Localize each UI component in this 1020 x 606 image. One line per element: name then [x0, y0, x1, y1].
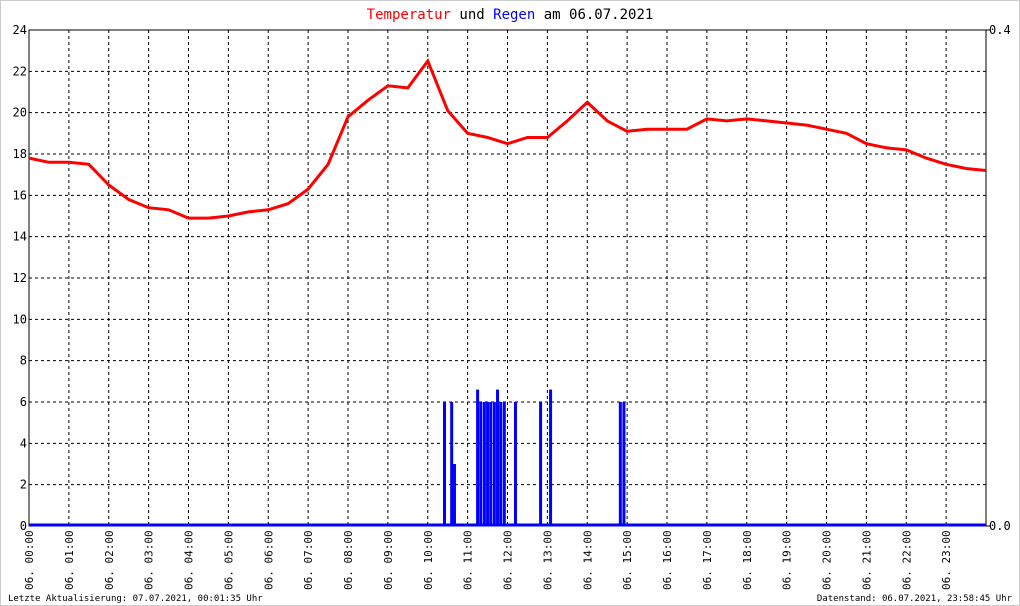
title-part: und	[459, 7, 484, 23]
y-tick-label: 24	[13, 23, 27, 37]
title-part: am 06.07.2021	[544, 7, 654, 23]
rain-bar	[479, 402, 483, 526]
rain-bar	[492, 402, 496, 526]
rain-bar	[499, 402, 503, 526]
rain-bar	[442, 402, 446, 526]
x-tick-label: 06. 14:00	[581, 530, 594, 590]
y-tick-label: 16	[13, 188, 27, 202]
x-tick-label: 06. 08:00	[342, 530, 355, 590]
x-tick-label: 06. 15:00	[621, 530, 634, 590]
x-tick-label: 06. 09:00	[382, 530, 395, 590]
rain-bar	[476, 389, 480, 526]
rain-bar	[539, 402, 543, 526]
rain-bar	[622, 402, 626, 526]
rain-bar	[502, 402, 506, 526]
rain-bar	[450, 402, 454, 526]
x-tick-label: 06. 03:00	[143, 530, 156, 590]
x-tick-label: 06. 22:00	[900, 530, 913, 590]
y2-tick-label: 0.4	[989, 23, 1011, 37]
x-tick-label: 06. 16:00	[661, 530, 674, 590]
chart-title: Temperatur und Regen am 06.07.2021	[367, 7, 654, 23]
rain-bar	[513, 402, 517, 526]
rain-bar	[549, 389, 553, 526]
x-tick-label: 06. 04:00	[183, 530, 196, 590]
y-tick-label: 14	[13, 230, 27, 244]
rain-bar	[618, 402, 622, 526]
x-tick-label: 06. 10:00	[422, 530, 435, 590]
rain-bar	[489, 402, 493, 526]
x-tick-label: 06. 02:00	[103, 530, 116, 590]
x-tick-label: 06. 13:00	[541, 530, 554, 590]
y-tick-label: 18	[13, 147, 27, 161]
x-tick-label: 06. 07:00	[302, 530, 315, 590]
y-tick-label: 8	[20, 354, 27, 368]
x-tick-label: 06. 18:00	[741, 530, 754, 590]
x-tick-label: 06. 06:00	[262, 530, 275, 590]
x-tick-label: 06. 20:00	[821, 530, 834, 590]
y-tick-label: 4	[20, 436, 27, 450]
x-tick-label: 06. 23:00	[940, 530, 953, 590]
y-tick-label: 10	[13, 312, 27, 326]
x-tick-label: 06. 19:00	[781, 530, 794, 590]
x-tick-label: 06. 00:00	[23, 530, 36, 590]
y-tick-label: 0	[20, 519, 27, 533]
y2-tick-label: 0.0	[989, 519, 1011, 533]
x-tick-label: 06. 01:00	[63, 530, 76, 590]
y-tick-label: 12	[13, 271, 27, 285]
rain-bar	[452, 464, 456, 526]
x-tick-label: 06. 17:00	[701, 530, 714, 590]
rain-bar	[482, 402, 486, 526]
x-tick-label: 06. 12:00	[502, 530, 515, 590]
title-part: Regen	[493, 7, 535, 23]
rain-bar	[486, 402, 490, 526]
y-tick-label: 22	[13, 64, 27, 78]
temperature-line	[28, 57, 987, 220]
x-tick-label: 06. 21:00	[860, 530, 873, 590]
x-tick-label: 06. 11:00	[462, 530, 475, 590]
footer-left: Letzte Aktualisierung: 07.07.2021, 00:01…	[8, 594, 263, 604]
title-part: Temperatur	[367, 7, 451, 23]
footer-right: Datenstand: 06.07.2021, 23:58:45 Uhr	[817, 594, 1013, 604]
y-tick-label: 2	[20, 478, 27, 492]
x-tick-label: 06. 05:00	[222, 530, 235, 590]
rain-bar	[496, 389, 500, 526]
y-tick-label: 6	[20, 395, 27, 409]
y-tick-label: 20	[13, 106, 27, 120]
